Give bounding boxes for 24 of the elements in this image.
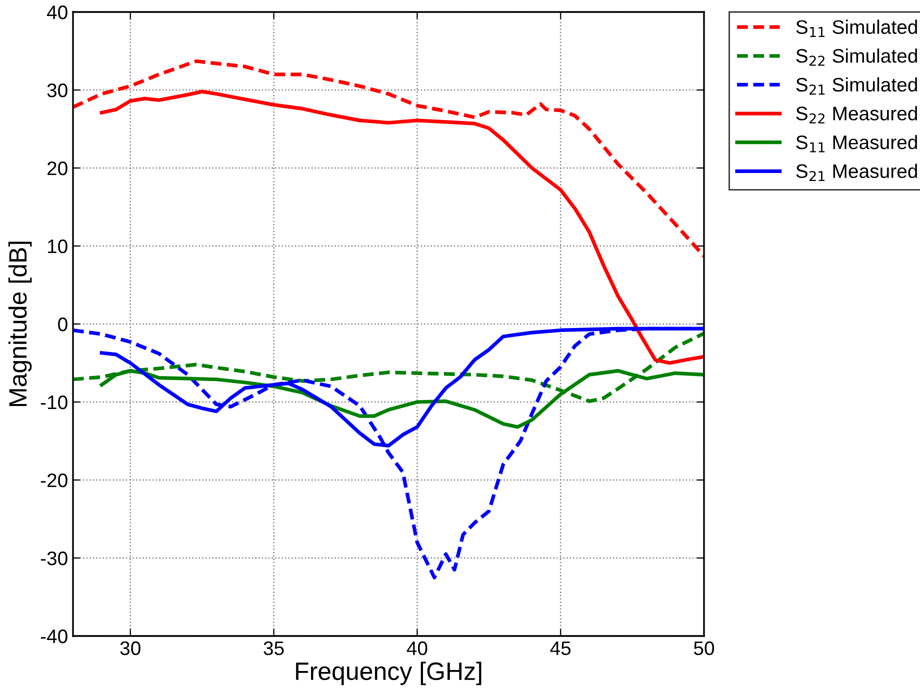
x-tick-label: 50	[694, 641, 714, 656]
y-tick-label: -20	[40, 473, 68, 488]
y-tick-label: -30	[40, 551, 68, 566]
line-series	[73, 59, 704, 258]
x-axis-title: Frequency [GHz]	[296, 662, 482, 686]
y-axis-title: Magnitude [dB]	[8, 242, 32, 406]
x-tick-label: 45	[550, 642, 571, 656]
legend-label: S$_{21}$ Simulated	[796, 77, 917, 95]
legend-label: S$_{22}$ Measured	[796, 106, 917, 124]
y-tick-label: 20	[47, 161, 68, 176]
y-tick-label: -40	[40, 629, 68, 644]
x-tick-label: 40	[406, 641, 428, 656]
y-tick-label: 30	[47, 83, 68, 98]
y-tick-label: 10	[48, 239, 68, 254]
legend-label: S$_{21}$ Measured	[796, 164, 917, 182]
y-tick-label: 40	[46, 5, 68, 20]
legend-label: S$_{11}$ Measured	[796, 134, 917, 152]
y-tick-label: -10	[40, 395, 68, 410]
legend-label: S$_{11}$ Simulated	[796, 20, 917, 37]
x-tick-label: 35	[264, 641, 284, 656]
legend-label: S$_{22}$ Simulated	[796, 48, 917, 66]
x-tick-label: 30	[120, 641, 140, 656]
line-series	[100, 90, 704, 365]
y-tick-label: 0	[58, 317, 68, 332]
